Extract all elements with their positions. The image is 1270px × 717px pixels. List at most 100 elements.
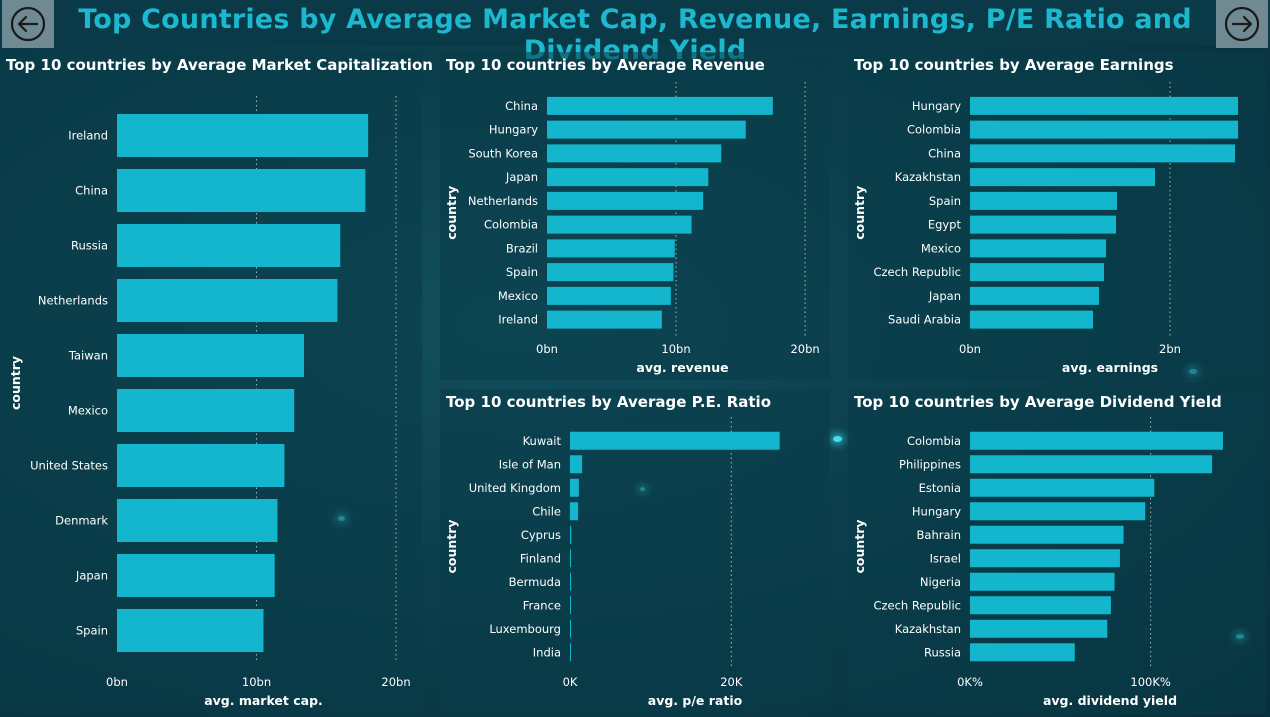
category-label: Luxembourg — [489, 622, 561, 636]
chart-title: Top 10 countries by Average P.E. Ratio — [446, 393, 771, 411]
dividend-yield-bar-chart: 0K% 100K% Colombia Philippines Estonia Hungar… — [852, 417, 1223, 708]
bar[interactable] — [570, 502, 579, 521]
category-label: Mexico — [498, 289, 538, 303]
chart-panel-earnings: Top 10 countries by Average Earnings 0bn… — [848, 52, 1266, 380]
bar[interactable] — [970, 168, 1155, 187]
y-axis-title: country — [444, 186, 459, 240]
bar[interactable] — [117, 224, 341, 267]
category-label: Finland — [520, 551, 561, 565]
bar[interactable] — [970, 478, 1155, 497]
category-label: Hungary — [489, 123, 538, 137]
y-axis-title: country — [852, 186, 867, 240]
bar[interactable] — [970, 286, 1099, 305]
category-label: United Kingdom — [469, 481, 561, 495]
x-tick-label: 0bn — [536, 342, 558, 356]
pe-ratio-bar-chart: 0K 20K Kuwait Isle of Man United Kingdom Chil… — [444, 417, 780, 708]
bar[interactable] — [547, 310, 662, 329]
bar[interactable] — [117, 334, 304, 377]
bar[interactable] — [970, 191, 1117, 210]
header-bar: Top Countries by Average Market Cap, Rev… — [0, 0, 1270, 66]
category-label: Ireland — [498, 313, 538, 327]
category-label: Russia — [71, 239, 108, 253]
bar[interactable] — [570, 431, 780, 450]
x-axis-title: avg. revenue — [636, 360, 728, 375]
bar[interactable] — [117, 279, 338, 322]
bar[interactable] — [547, 286, 671, 305]
category-label: Chile — [532, 504, 561, 518]
category-label: Spain — [929, 194, 961, 208]
bar[interactable] — [547, 263, 674, 282]
bar[interactable] — [547, 120, 746, 139]
bar[interactable] — [970, 502, 1146, 521]
category-label: Russia — [924, 645, 961, 659]
bar[interactable] — [970, 619, 1108, 638]
bar[interactable] — [547, 144, 722, 163]
bar[interactable] — [970, 572, 1115, 591]
bar[interactable] — [970, 96, 1238, 115]
bar[interactable] — [547, 215, 692, 234]
bar[interactable] — [570, 619, 571, 638]
category-label: Mexico — [68, 404, 108, 418]
bar[interactable] — [117, 609, 264, 652]
category-label: China — [505, 99, 538, 113]
category-label: Czech Republic — [873, 265, 961, 279]
x-tick-label: 10bn — [661, 342, 690, 356]
bar[interactable] — [570, 549, 571, 568]
bar[interactable] — [570, 478, 579, 497]
bar[interactable] — [570, 455, 583, 474]
bar[interactable] — [117, 554, 275, 597]
forward-button[interactable] — [1216, 0, 1268, 48]
decorative-dot — [833, 436, 842, 442]
x-tick-label: 0bn — [959, 342, 981, 356]
bar[interactable] — [117, 114, 369, 157]
bar[interactable] — [570, 525, 572, 544]
x-axis-title: avg. earnings — [1062, 360, 1158, 375]
bar[interactable] — [970, 549, 1120, 568]
bar[interactable] — [547, 96, 773, 115]
bar[interactable] — [117, 389, 295, 432]
y-axis-title: country — [444, 519, 459, 573]
category-label: Bermuda — [509, 575, 561, 589]
bar[interactable] — [970, 643, 1075, 662]
chart-title: Top 10 countries by Average Market Capit… — [6, 56, 433, 74]
bar[interactable] — [570, 643, 571, 662]
bar[interactable] — [970, 144, 1235, 163]
category-label: Saudi Arabia — [888, 313, 961, 327]
x-tick-label: 0K — [563, 675, 578, 689]
x-axis-title: avg. p/e ratio — [648, 693, 743, 708]
category-label: South Korea — [468, 146, 538, 160]
x-tick-label: 10bn — [242, 675, 271, 689]
y-axis-title: country — [852, 519, 867, 573]
bar[interactable] — [570, 596, 571, 615]
bar[interactable] — [970, 310, 1093, 329]
bar[interactable] — [970, 455, 1213, 474]
back-button[interactable] — [2, 0, 54, 48]
category-label: Netherlands — [468, 194, 538, 208]
bar[interactable] — [970, 263, 1104, 282]
bar[interactable] — [970, 215, 1116, 234]
bar[interactable] — [547, 239, 675, 258]
category-label: Colombia — [907, 434, 961, 448]
category-label: Colombia — [907, 123, 961, 137]
bar[interactable] — [970, 525, 1124, 544]
category-label: France — [523, 598, 561, 612]
bar[interactable] — [970, 596, 1111, 615]
revenue-bar-chart: 0bn 10bn 20bn China Hungary South Korea Japan N… — [444, 82, 820, 375]
category-label: Kazakhstan — [895, 622, 961, 636]
x-tick-label: 2bn — [1159, 342, 1181, 356]
bar[interactable] — [970, 239, 1106, 258]
bar[interactable] — [547, 191, 704, 210]
category-label: Ireland — [68, 129, 108, 143]
bar[interactable] — [547, 168, 709, 187]
category-label: Isle of Man — [499, 457, 561, 471]
bar[interactable] — [570, 572, 571, 591]
category-label: Kuwait — [523, 434, 562, 448]
bar[interactable] — [117, 499, 278, 542]
category-label: Brazil — [506, 241, 538, 255]
bar[interactable] — [970, 120, 1238, 139]
chart-title: Top 10 countries by Average Dividend Yie… — [854, 393, 1222, 411]
bar[interactable] — [970, 431, 1223, 450]
bar[interactable] — [117, 169, 366, 212]
category-label: Taiwan — [68, 349, 108, 363]
bar[interactable] — [117, 444, 285, 487]
